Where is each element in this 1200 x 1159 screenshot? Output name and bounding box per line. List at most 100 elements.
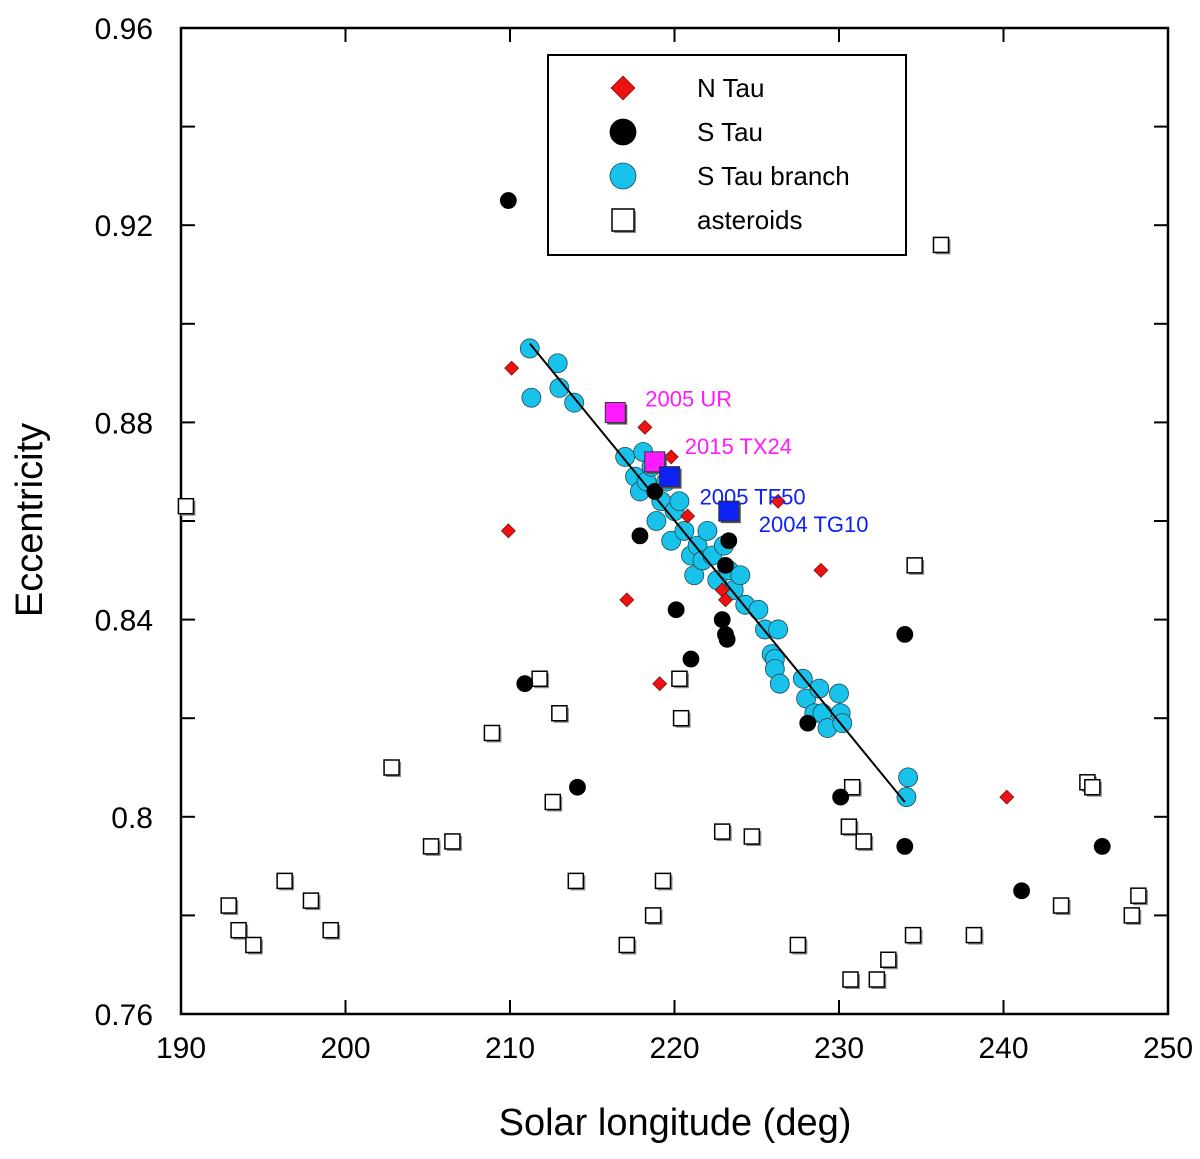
s-tau-point — [718, 630, 736, 648]
asteroids-point — [618, 936, 636, 954]
n-tau-point — [637, 419, 653, 435]
s-tau-point — [896, 837, 914, 855]
data-points — [177, 192, 1148, 989]
x-tick-label: 190 — [156, 1032, 206, 1065]
s-tau-point — [896, 625, 914, 643]
s-tau-branch-point — [748, 599, 769, 620]
legend-label: N Tau — [697, 73, 764, 103]
axis-ticks — [180, 27, 1169, 1015]
x-tick-label: 210 — [485, 1032, 535, 1065]
asteroids-point — [483, 724, 501, 742]
s-tau-branch-point — [898, 767, 918, 788]
asteroids-point — [302, 892, 320, 909]
named-object-marker — [718, 500, 740, 522]
asteroids-point — [383, 759, 400, 776]
legend-label: S Tau branch — [697, 161, 850, 191]
x-tick-label: 240 — [978, 1032, 1028, 1065]
s-tau-point — [832, 788, 850, 806]
n-tau-point — [718, 592, 733, 608]
asteroids-point — [965, 926, 983, 944]
fit-line — [528, 342, 906, 803]
asteroids-point — [1084, 778, 1101, 796]
legend: N Tau S Tau S Tau branch asteroids — [547, 54, 907, 256]
x-tick-label: 230 — [814, 1032, 864, 1065]
asteroids-point — [1052, 897, 1070, 914]
fit-line-group — [528, 342, 906, 803]
legend-marker — [609, 162, 637, 190]
s-tau-branch-point — [519, 338, 540, 359]
asteroids-point — [567, 872, 585, 890]
asteroids-point — [245, 936, 262, 954]
n-tau-point — [619, 592, 635, 608]
asteroids-point — [906, 557, 923, 574]
named-object-label: 2005 UR — [645, 387, 732, 412]
y-tick-label: 0.96 — [95, 13, 153, 46]
s-tau-point — [1093, 837, 1111, 855]
s-tau-point — [667, 601, 685, 619]
asteroids-point — [672, 709, 690, 727]
s-tau-branch-point — [697, 520, 718, 541]
s-tau-branch-point — [521, 387, 542, 408]
asteroids-point — [1123, 907, 1141, 924]
named-object-label: 2004 TG10 — [759, 512, 869, 537]
asteroids-point — [932, 236, 950, 254]
s-tau-branch-point — [896, 787, 917, 807]
asteroids-point — [177, 497, 195, 515]
s-tau-point — [631, 527, 649, 545]
asteroids-point — [1130, 887, 1147, 904]
legend-box — [547, 54, 907, 256]
n-tau-point — [652, 676, 668, 692]
s-tau-point — [516, 675, 534, 693]
s-tau-branch-point — [669, 491, 690, 512]
asteroids-point — [422, 838, 440, 855]
n-tau-point — [504, 360, 520, 376]
legend-marker — [609, 118, 637, 146]
s-tau-point — [713, 611, 731, 628]
s-tau-branch-point — [769, 673, 790, 694]
s-tau-point — [799, 714, 817, 732]
asteroids-point — [644, 907, 662, 924]
s-tau-branch-point — [768, 619, 789, 640]
asteroids-point — [855, 833, 872, 850]
asteroids-point — [322, 921, 339, 939]
s-tau-point — [1013, 882, 1030, 900]
asteroids-point — [868, 971, 886, 988]
s-tau-branch-point — [829, 683, 849, 704]
tick-labels: 190 200 210 220 230 240 250 0.76 0.8 0.84 0.88 0.92… — [95, 13, 1193, 1065]
n-tau-point — [770, 493, 786, 509]
named-object-marker — [604, 402, 626, 424]
s-tau-point — [682, 650, 700, 668]
y-tick-label: 0.88 — [95, 407, 153, 440]
s-tau-branch-point — [646, 511, 667, 531]
legend-marker — [610, 75, 636, 101]
s-tau-point — [569, 778, 586, 796]
n-tau-point — [500, 523, 516, 539]
named-object-marker — [659, 466, 681, 488]
asteroids-point — [843, 778, 861, 796]
asteroids-point — [671, 670, 688, 688]
s-tau-branch-point — [730, 565, 751, 586]
legend-marker — [611, 208, 635, 232]
asteroids-point — [840, 818, 858, 835]
x-tick-label: 200 — [320, 1032, 370, 1065]
asteroids-point — [276, 872, 293, 890]
x-tick-label: 220 — [649, 1032, 699, 1065]
asteroids-point — [444, 833, 461, 850]
named-object-label: 2015 TX24 — [685, 434, 792, 459]
asteroids-point — [880, 951, 897, 969]
s-tau-branch-point — [564, 392, 585, 413]
asteroids-point — [842, 971, 859, 988]
y-tick-label: 0.76 — [95, 999, 153, 1032]
s-tau-point — [717, 556, 734, 574]
y-tick-label: 0.84 — [95, 605, 153, 638]
s-tau-point — [646, 483, 664, 500]
legend-label: asteroids — [697, 205, 803, 235]
x-tick-label: 250 — [1143, 1032, 1193, 1065]
n-tau-point — [999, 789, 1015, 805]
asteroids-point — [220, 897, 237, 914]
y-tick-label: 0.92 — [95, 210, 153, 243]
asteroids-point — [743, 828, 761, 845]
n-tau-point — [680, 508, 696, 524]
asteroids-point — [230, 921, 247, 939]
